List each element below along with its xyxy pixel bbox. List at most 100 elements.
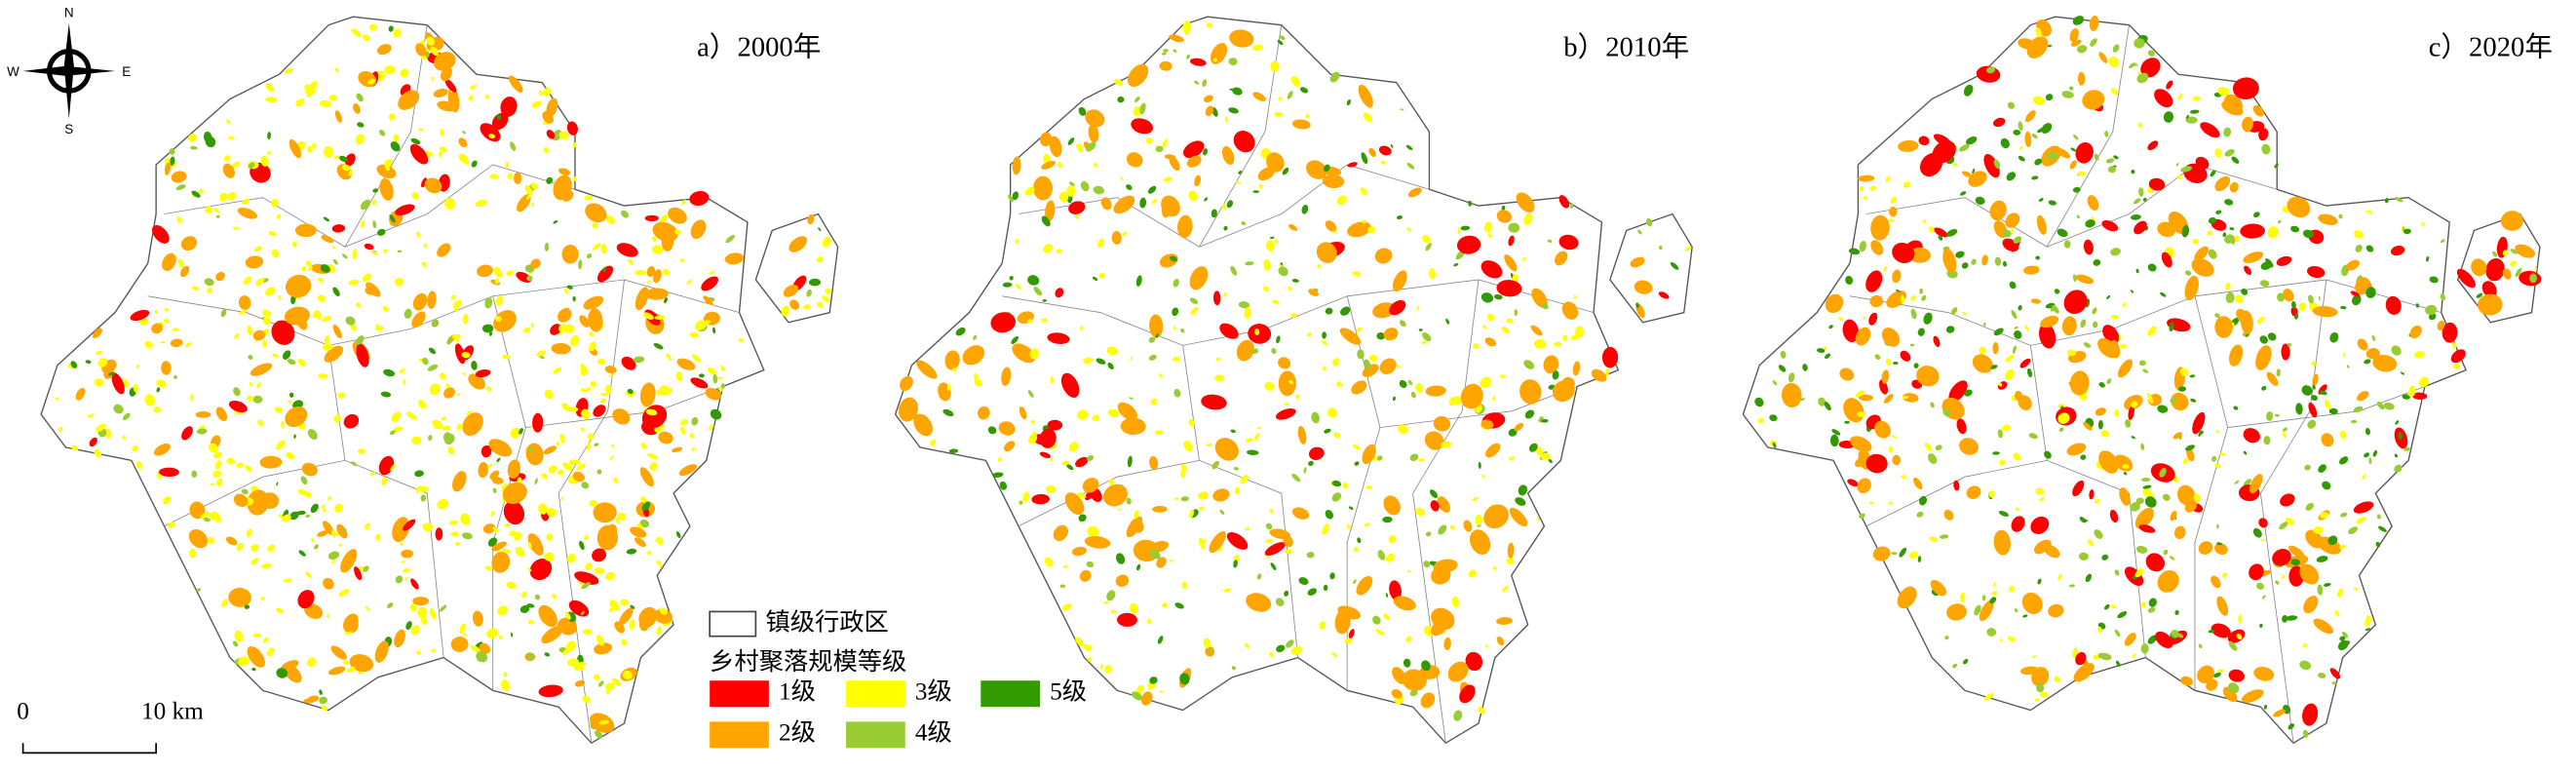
settlement [1353, 579, 1357, 585]
settlement [256, 382, 262, 389]
settlement [1245, 438, 1253, 443]
settlement [462, 633, 467, 638]
settlement [365, 522, 370, 530]
settlement [427, 290, 437, 309]
settlement [1045, 485, 1057, 493]
settlement [1232, 87, 1243, 96]
settlement [471, 361, 478, 370]
settlement [1360, 187, 1367, 196]
settlement [600, 244, 607, 254]
settlement [1453, 262, 1459, 267]
settlement [1496, 280, 1522, 297]
settlement [1487, 313, 1495, 322]
settlement [1322, 331, 1326, 339]
settlement [2485, 257, 2505, 282]
settlement [2142, 488, 2154, 498]
settlement [132, 445, 138, 451]
settlement [2214, 313, 2220, 319]
settlement [442, 432, 452, 443]
settlement [1077, 409, 1089, 420]
settlement [234, 332, 240, 339]
settlement [393, 28, 402, 38]
settlement [1044, 557, 1054, 567]
settlement [531, 202, 535, 207]
settlement [710, 408, 722, 420]
settlement [2329, 668, 2341, 679]
settlement [1140, 691, 1153, 706]
settlement [619, 607, 634, 626]
settlement [135, 365, 139, 368]
settlement [429, 607, 437, 620]
settlement [581, 582, 591, 590]
settlement [364, 243, 374, 251]
settlement [130, 309, 150, 322]
settlement [336, 523, 348, 539]
settlement [356, 302, 361, 308]
settlement [2312, 373, 2319, 387]
settlement [450, 294, 457, 300]
settlement [345, 316, 356, 326]
settlement [1422, 331, 1432, 342]
settlement [1277, 39, 1284, 46]
settlement [1194, 174, 1202, 187]
settlement [1456, 235, 1481, 254]
settlement [187, 133, 197, 142]
map-panel [894, 16, 1693, 745]
settlement [1265, 522, 1273, 530]
settlement [434, 52, 456, 71]
settlement [395, 575, 404, 584]
settlement [1173, 388, 1181, 398]
settlement [1508, 235, 1515, 247]
settlement [233, 493, 249, 508]
settlement [546, 97, 558, 117]
settlement [1425, 531, 1432, 537]
town-boundary [2259, 279, 2327, 744]
settlement [1068, 201, 1086, 214]
settlement [1022, 491, 1030, 503]
settlement [439, 604, 447, 612]
settlement [689, 331, 699, 338]
settlement [1245, 526, 1250, 531]
settlement [1347, 162, 1358, 168]
settlement [1015, 239, 1019, 244]
settlement [1097, 238, 1104, 249]
settlement [1127, 455, 1133, 468]
settlement [1325, 509, 1333, 520]
settlement [1418, 457, 1425, 462]
settlement [543, 87, 552, 97]
settlement [2171, 392, 2189, 411]
settlement [1492, 566, 1498, 570]
settlement [1348, 506, 1354, 510]
settlement [435, 527, 443, 541]
settlement [531, 100, 542, 108]
settlement [662, 268, 670, 276]
settlement [1078, 106, 1087, 116]
settlement [534, 478, 538, 484]
settlement [1058, 191, 1069, 203]
settlement [691, 416, 699, 426]
settlement [1226, 200, 1233, 209]
settlement [672, 446, 683, 453]
settlement [1552, 370, 1559, 380]
settlement [930, 439, 937, 446]
scale-line [21, 743, 157, 754]
settlement [426, 36, 435, 46]
settlement [1106, 590, 1116, 601]
settlement [153, 443, 171, 456]
settlement [491, 477, 504, 484]
settlement [626, 548, 637, 555]
settlement [1291, 119, 1311, 130]
settlement [2137, 122, 2143, 128]
settlement [1231, 666, 1236, 671]
settlement [2301, 385, 2313, 396]
settlement [1181, 581, 1188, 590]
settlement [645, 408, 658, 416]
settlement [559, 433, 565, 444]
settlement [1484, 643, 1488, 648]
settlement [410, 137, 421, 145]
settlement [1016, 283, 1021, 290]
settlement [1308, 460, 1314, 466]
settlement [332, 258, 338, 265]
settlement [339, 155, 348, 163]
legend: 镇级行政区 乡村聚落规模等级 1级 2级 3级 4级 5级 [709, 609, 1087, 749]
